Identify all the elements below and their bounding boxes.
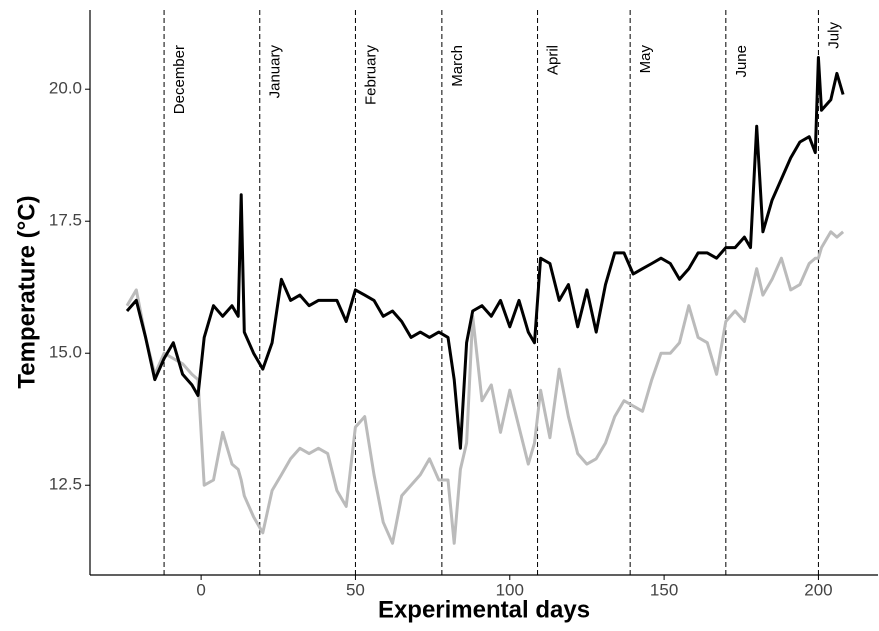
month-label: May xyxy=(637,45,654,74)
x-tick-label: 150 xyxy=(650,580,678,599)
x-tick-label: 100 xyxy=(496,580,524,599)
month-label: March xyxy=(449,45,466,87)
month-label: April xyxy=(545,45,562,75)
y-tick-label: 12.5 xyxy=(49,475,82,494)
x-tick-label: 0 xyxy=(196,580,205,599)
month-label: January xyxy=(267,45,284,99)
x-tick-label: 50 xyxy=(346,580,365,599)
y-tick-label: 15.0 xyxy=(49,343,82,362)
y-tick-label: 20.0 xyxy=(49,79,82,98)
month-label: June xyxy=(733,45,750,78)
x-tick-label: 200 xyxy=(804,580,832,599)
month-label: December xyxy=(171,45,188,114)
y-tick-label: 17.5 xyxy=(49,211,82,230)
month-label: July xyxy=(825,22,842,49)
y-axis-label: Temperature (°C) xyxy=(13,195,40,388)
series-line xyxy=(125,56,845,450)
series-line xyxy=(125,230,845,545)
x-axis-label: Experimental days xyxy=(378,596,590,623)
month-label: February xyxy=(362,45,379,106)
